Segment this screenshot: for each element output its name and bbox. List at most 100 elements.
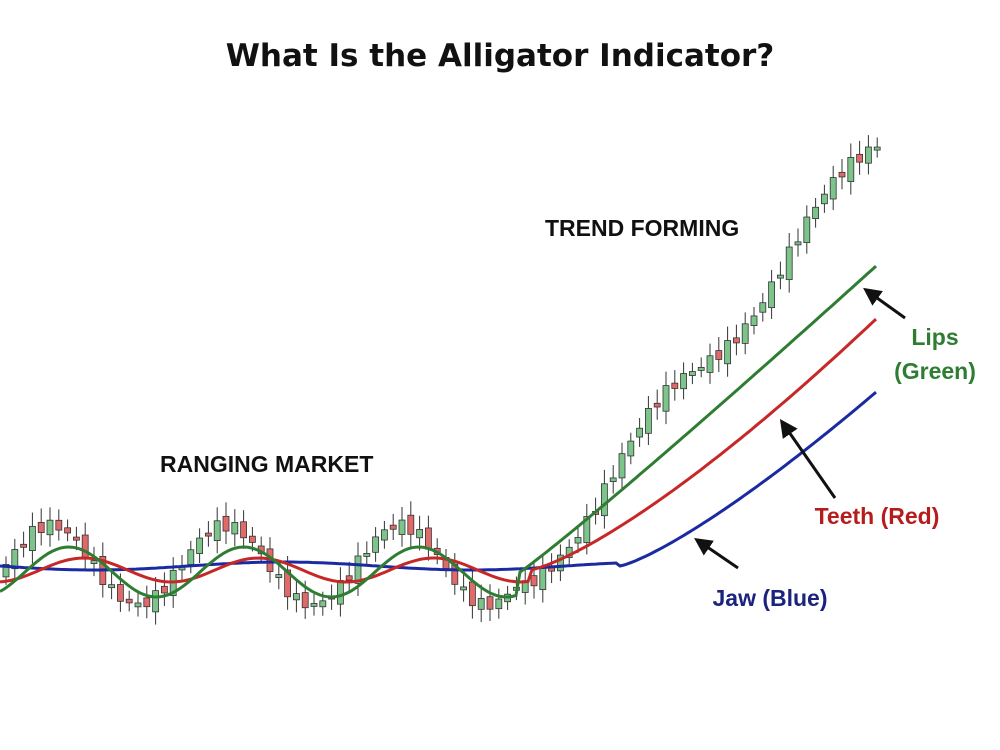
candle-body [319,600,327,608]
candle-body [468,581,476,607]
teeth-arrow [779,419,837,499]
candle-body [821,193,828,205]
candle-body [407,514,415,535]
candle-body [336,580,344,605]
candle-body [865,146,872,164]
candle-body [609,477,617,482]
lips-line [0,264,878,599]
candle-body [46,519,54,536]
jaw-line [0,391,877,572]
candle-body [28,525,36,552]
candle-body [671,382,679,389]
candle-body [160,585,168,594]
candle-body [618,453,626,479]
candle-body [284,569,292,598]
candle-body [768,281,775,309]
candle-body [81,534,89,559]
candle-body [662,385,670,412]
candle-body [20,543,28,548]
candle-body [213,520,221,542]
candle-body [460,586,468,591]
candle-body [240,521,248,539]
candle-body [345,575,353,581]
candle-body [301,592,309,609]
candle-body [715,350,723,360]
title: What Is the Alligator Indicator? [226,38,775,74]
candle-body [750,315,758,326]
candle-body [398,519,406,535]
candle-body [108,584,115,589]
candle-body [477,598,485,610]
candle-body [64,527,71,534]
plot [0,135,881,625]
candle-body [697,366,705,371]
candle-body [645,408,652,434]
candle-body [838,171,846,178]
candle-body [196,537,204,554]
candle-body [680,373,687,390]
candle-body [856,153,863,163]
candle-body [187,549,195,565]
candle-body [152,590,160,613]
lips-arrow [863,287,906,320]
trend-label: TREND FORMING [545,215,739,241]
candle-body [354,555,362,584]
jaw-label: Jaw (Blue) [712,585,827,611]
candle-body [73,536,80,541]
candle-body [653,402,661,408]
candle-body [90,560,98,564]
candle-body [231,522,239,535]
candle-body [829,177,837,200]
candle-body [424,527,432,550]
candle-body [134,602,142,608]
candle-body [689,371,696,376]
candle-body [416,529,424,539]
candle-body [706,355,714,373]
candle-body [847,157,855,182]
candle-body [2,564,10,578]
candle-body [741,323,749,344]
candle-body [759,302,767,313]
candle-body [372,536,380,553]
teeth-line [0,317,878,584]
candle-body [530,575,538,587]
candle-body [803,216,811,244]
candle-body [495,598,503,610]
candle-body [601,483,608,517]
candle-body [724,340,731,365]
candle-body [117,584,124,602]
candle-body [55,519,63,531]
lips-label: Lips [911,324,958,350]
candle-body [204,532,212,537]
candle-body [248,535,256,543]
candle-body [310,602,318,607]
lips-label: (Green) [894,358,976,384]
candle-body [486,596,494,610]
candle-body [777,274,784,279]
candle-body [363,553,371,557]
candle-body [222,515,230,532]
candle-body [11,549,19,570]
candle-body [539,567,547,591]
teeth-label: Teeth (Red) [815,503,940,529]
candle-body [636,427,643,438]
ranging-label: RANGING MARKET [160,451,373,477]
candle-body [785,246,793,281]
candle-body [389,524,397,530]
candle-body [292,593,300,601]
candle-body [627,440,635,457]
candle-body [143,597,151,608]
candle-body [812,206,819,219]
candle-body [873,146,881,151]
candle-body [275,574,283,578]
candle-body [125,598,133,604]
candle-body [583,516,591,544]
jaw-arrow [694,537,739,570]
candle-body [37,521,45,533]
candle-body [794,241,802,246]
candle-body [557,554,564,572]
candle-body [380,529,388,541]
candle-body [574,537,582,544]
